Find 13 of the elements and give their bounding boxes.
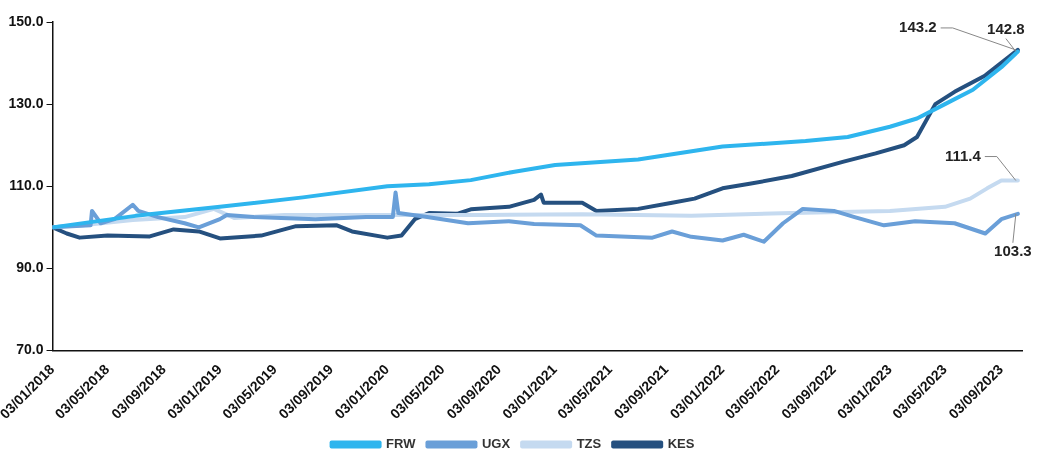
y-tick-label: 150.0	[8, 12, 44, 29]
y-tick-label: 110.0	[9, 177, 44, 194]
legend-label: KES	[667, 436, 695, 452]
annotation: 143.2	[899, 18, 937, 36]
annotation: 111.4	[944, 146, 982, 164]
legend-label: UGX	[481, 436, 511, 452]
annotation: 103.3	[994, 241, 1032, 259]
legend-label: FRW	[386, 436, 417, 452]
y-tick-label: 130.0	[8, 95, 44, 111]
y-tick-label: 70.0	[16, 341, 44, 358]
y-tick-label: 90.0	[16, 259, 44, 276]
legend-label: TZS	[576, 436, 602, 452]
annotation: 142.8	[987, 19, 1025, 37]
